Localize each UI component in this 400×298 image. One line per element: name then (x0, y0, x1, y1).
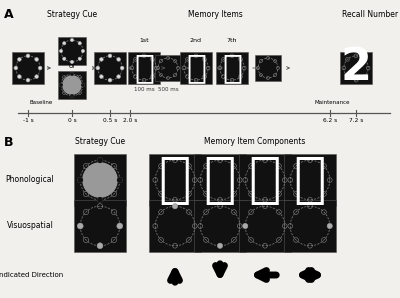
Text: Phonological: Phonological (6, 176, 54, 184)
Text: 500 ms: 500 ms (158, 87, 178, 92)
Bar (340, 52, 372, 84)
Text: Baseline: Baseline (30, 100, 53, 105)
Circle shape (59, 83, 63, 87)
Text: 2nd: 2nd (190, 38, 202, 43)
Text: 下: 下 (222, 52, 242, 85)
Circle shape (97, 157, 103, 163)
Circle shape (70, 60, 74, 63)
Bar (255, 55, 281, 81)
Bar (239, 154, 291, 206)
Circle shape (77, 177, 83, 183)
Circle shape (78, 42, 81, 45)
Circle shape (117, 58, 120, 61)
Bar (194, 200, 246, 252)
Circle shape (38, 66, 42, 70)
Text: 左: 左 (249, 154, 281, 206)
Circle shape (97, 197, 103, 203)
Text: Visuospatial: Visuospatial (6, 221, 54, 230)
Circle shape (78, 57, 81, 60)
Text: 2: 2 (340, 46, 372, 89)
Circle shape (97, 243, 103, 249)
Text: B: B (4, 136, 14, 149)
Circle shape (63, 57, 66, 60)
Circle shape (108, 54, 112, 58)
Circle shape (120, 66, 124, 70)
Circle shape (35, 58, 38, 61)
Text: Memory Item Components: Memory Item Components (204, 137, 306, 146)
Circle shape (63, 42, 66, 45)
Circle shape (242, 223, 248, 229)
Bar (284, 200, 336, 252)
Text: 上: 上 (159, 154, 191, 206)
Circle shape (26, 54, 30, 58)
Circle shape (96, 66, 100, 70)
Text: Strategy Cue: Strategy Cue (47, 10, 97, 19)
Circle shape (117, 177, 123, 183)
Bar (74, 154, 126, 206)
Text: 2.0 s: 2.0 s (123, 118, 137, 123)
Text: A: A (4, 8, 14, 21)
Circle shape (18, 75, 21, 78)
Text: Indicated Direction: Indicated Direction (0, 272, 63, 278)
Circle shape (327, 223, 332, 229)
Text: 7.2 s: 7.2 s (349, 118, 363, 123)
Text: 7th: 7th (227, 38, 237, 43)
Bar (149, 200, 201, 252)
Circle shape (59, 49, 63, 53)
Circle shape (70, 94, 74, 98)
Bar (194, 154, 246, 206)
Circle shape (81, 49, 85, 53)
Bar (58, 71, 86, 100)
Text: 0.5 s: 0.5 s (103, 118, 117, 123)
Bar (94, 52, 126, 84)
Text: 右: 右 (134, 52, 154, 85)
Bar (180, 52, 212, 84)
Circle shape (70, 38, 74, 42)
Text: 下: 下 (204, 154, 236, 206)
Text: Recall Number: Recall Number (342, 10, 398, 19)
Text: 100 ms: 100 ms (134, 87, 154, 92)
Text: Strategy Cue: Strategy Cue (75, 137, 125, 146)
Text: 6.2 s: 6.2 s (323, 118, 337, 123)
Bar (216, 52, 248, 84)
Circle shape (77, 223, 83, 229)
Circle shape (82, 162, 118, 198)
Text: Maintenance: Maintenance (314, 100, 350, 105)
Text: 上: 上 (186, 52, 206, 85)
Circle shape (18, 58, 21, 61)
Bar (74, 200, 126, 252)
Bar (58, 37, 86, 65)
Bar (12, 52, 44, 84)
Text: Memory Items: Memory Items (188, 10, 242, 19)
Circle shape (35, 75, 38, 78)
Text: or: or (68, 63, 76, 69)
Circle shape (14, 66, 18, 70)
Circle shape (100, 58, 103, 61)
Text: -1 s: -1 s (23, 118, 33, 123)
Text: 右: 右 (294, 154, 326, 206)
Circle shape (26, 78, 30, 82)
Circle shape (117, 75, 120, 78)
Circle shape (100, 75, 103, 78)
Bar (155, 55, 181, 81)
Circle shape (62, 75, 82, 95)
Circle shape (108, 78, 112, 82)
Bar (128, 52, 160, 84)
Bar (149, 154, 201, 206)
Circle shape (81, 83, 85, 87)
Circle shape (117, 223, 123, 229)
Circle shape (217, 243, 223, 249)
Bar (239, 200, 291, 252)
Text: 0 s: 0 s (68, 118, 76, 123)
Circle shape (172, 204, 178, 209)
Bar (284, 154, 336, 206)
Circle shape (70, 72, 74, 76)
Text: 1st: 1st (139, 38, 149, 43)
